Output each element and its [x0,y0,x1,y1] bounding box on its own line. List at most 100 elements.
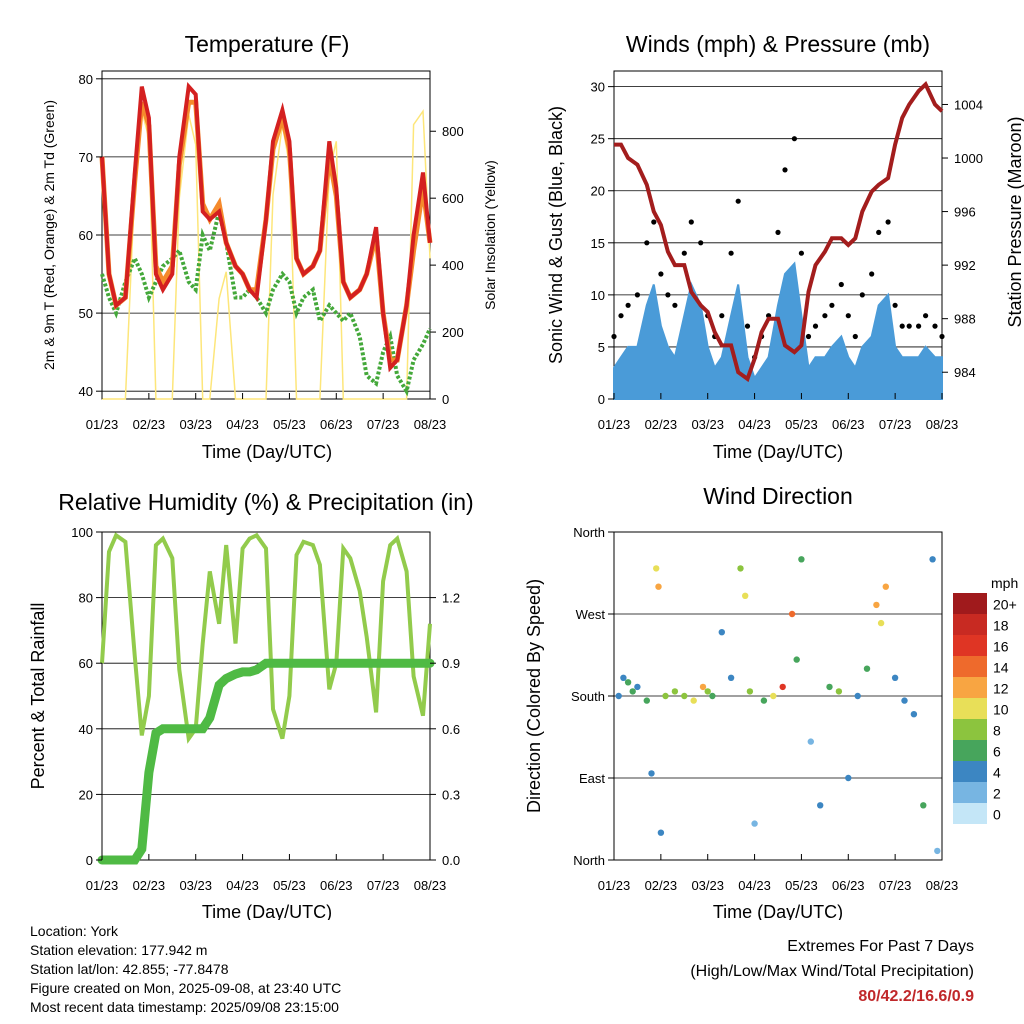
direction-panel: Wind Direction North East South West North 0… [524,483,1018,922]
x-tick-label: 07/23 [367,417,400,432]
winds-series [611,81,945,400]
gust-point [651,219,657,225]
gust-point [822,313,828,319]
legend-label: 4 [993,765,1001,781]
direction-point [788,610,796,618]
y2-tick-label: 200 [442,325,464,340]
gust-point [798,250,805,256]
legend-label: 20+ [993,597,1017,613]
legend-label: 12 [993,681,1009,697]
humidity-series [97,532,435,865]
direction-point [655,583,662,590]
direction-point [746,688,754,695]
gust-point [665,292,671,298]
y2-tick-label: 0.0 [442,853,460,868]
gust-point [812,323,819,329]
x-tick-label: 01/23 [86,417,119,432]
y-tick-label: 25 [591,132,605,147]
y-tick-label: 40 [79,722,93,737]
gust-point [852,333,858,340]
x-tick-label: 04/23 [226,878,259,893]
direction-point [770,692,777,700]
winds-panel: Winds (mph) & Pressure (mb) 0 5 10 15 20 25 30… [546,31,1024,462]
gust-point [932,323,938,329]
direction-xlabel: Time (Day/UTC) [713,902,843,920]
direction-ylabel: Direction (Colored By Speed) [524,579,544,813]
temperature-title: Temperature (F) [185,31,350,57]
x-tick-label: 07/23 [879,417,912,432]
gust-point [625,302,631,308]
direction-point [798,556,805,563]
gust-point [899,323,905,329]
winds-y2-ticks: 984 988 992 996 1000 1004 [942,97,983,380]
gust-point [634,292,641,298]
legend-swatch [953,698,987,719]
gust-point [744,323,751,329]
x-tick-label: 03/23 [179,417,212,432]
y-tick-label: 40 [79,384,93,399]
x-tick-label: 06/23 [832,878,865,893]
gust-point [782,167,788,173]
y-tick-label: 20 [79,787,93,802]
winds-xlabel: Time (Day/UTC) [713,442,843,462]
x-tick-label: 06/23 [320,417,353,432]
x-tick-label: 04/23 [738,417,771,432]
y-tick-label: 80 [79,591,93,606]
direction-point [727,674,735,681]
wind-speed-area [613,261,943,400]
direction-point [920,802,927,809]
y2-tick-label: 800 [442,124,464,139]
direction-point [751,820,758,827]
temperature-y2label: Solar Insolation (Yellow) [482,160,498,310]
y-tick-label: 15 [591,236,605,251]
direction-x-ticks: 01/23 02/23 03/23 04/23 05/23 06/23 07/23 08/23 [598,854,958,893]
direction-point [901,697,908,704]
x-tick-label: 03/23 [691,878,724,893]
direction-point [629,688,636,695]
humidity-x-ticks: 01/23 02/23 03/23 04/23 05/23 06/23 07/23 08/23 [86,854,446,893]
x-tick-label: 04/23 [226,417,259,432]
station-location: Location: York [30,923,118,939]
direction-point [653,565,660,572]
station-elevation: Station elevation: 177.942 m [30,942,208,958]
x-tick-label: 06/23 [832,417,865,432]
direction-title: Wind Direction [703,483,853,509]
y-tick-label: 0 [598,392,605,407]
y2-tick-label: 0.3 [442,787,460,802]
gust-point [735,198,741,204]
direction-point [704,688,711,695]
direction-point [624,679,632,686]
y-tick-label: 60 [79,228,93,243]
gust-point [791,136,798,142]
direction-point [910,711,918,718]
direction-point [817,802,824,809]
y-tick-label: 0 [86,853,93,868]
gust-point [829,302,835,308]
direction-point [634,683,641,691]
extremes-box: Extremes For Past 7 Days (High/Low/Max W… [554,934,974,1009]
direction-point [690,697,697,704]
winds-y2label: Station Pressure (Maroon) [1005,116,1024,327]
direction-point [699,683,707,691]
gust-point [681,250,687,256]
legend-swatch [953,593,987,614]
recent-timestamp: Most recent data timestamp: 2025/09/08 2… [30,999,339,1015]
y-tick-label: East [579,771,605,786]
x-tick-label: 05/23 [273,417,306,432]
legend-label: 0 [993,807,1001,823]
direction-point [718,629,725,636]
legend-label: 6 [993,744,1001,760]
gust-point [923,313,929,319]
legend-swatch [953,803,987,824]
relative-humidity-line [100,532,432,744]
x-tick-label: 03/23 [179,878,212,893]
gust-point [869,271,875,277]
y2-tick-label: 400 [442,258,464,273]
x-tick-label: 02/23 [645,878,678,893]
solar-insolation-line [102,108,431,400]
legend-label: 8 [993,723,1001,739]
legend-label: 16 [993,639,1009,655]
y-tick-label: 5 [598,340,605,355]
y2-tick-label: 0.6 [442,722,460,737]
direction-point [854,692,861,700]
